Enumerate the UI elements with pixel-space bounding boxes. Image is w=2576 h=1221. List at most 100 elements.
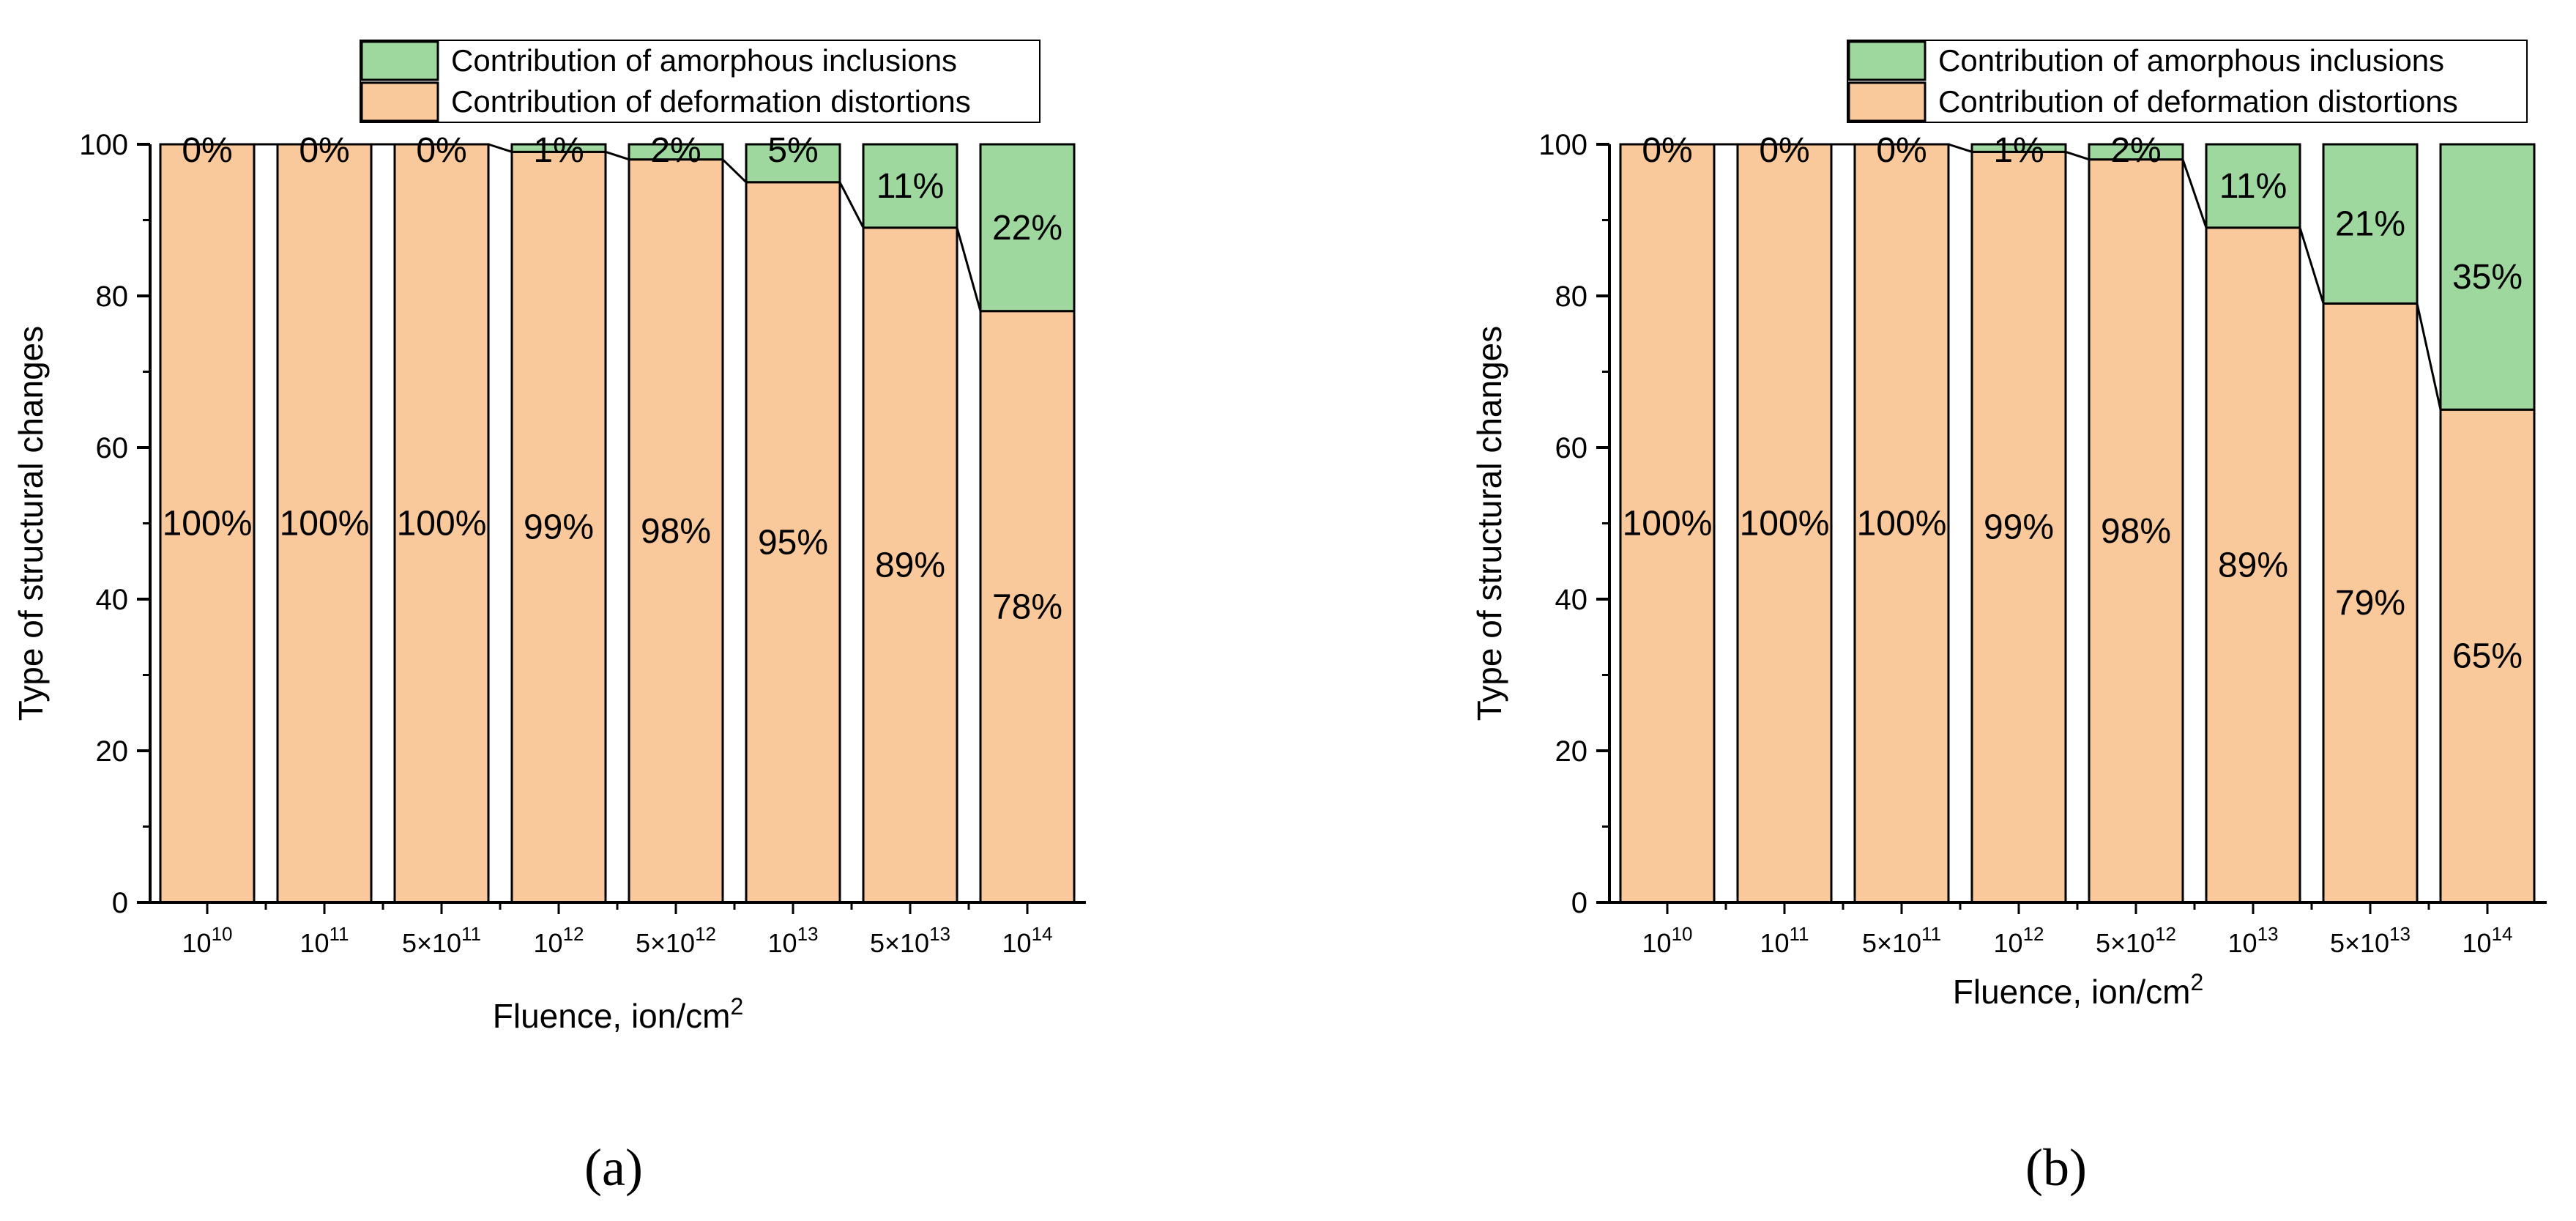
x-axis-title-superscript: 2 (730, 993, 743, 1020)
bar-amorphous-7 (2439, 143, 2536, 411)
bar-deformation-5 (2205, 226, 2301, 904)
bar-deformation-7 (2439, 408, 2536, 904)
bar-deformation-1 (276, 143, 373, 904)
x-tick-label-exponent: 11 (1790, 923, 1809, 945)
label-deformation-7: 65% (2452, 637, 2523, 676)
chart-panel-b: 100% 0% 100% 0% 100% 0% 99% 1% 98% 2% 89% 11% 79% 21%… (1470, 40, 2547, 1197)
y-tick-label-0: 0 (1571, 887, 1587, 919)
legend-box (360, 40, 1041, 123)
bar-deformation-3 (510, 150, 607, 904)
x-tick-label-exponent: 13 (2389, 923, 2411, 945)
y-tick-label-3: 60 (96, 432, 129, 464)
label-deformation-0: 100% (163, 505, 253, 543)
x-tick-label-7: 1014 (2463, 923, 2513, 958)
x-tick-label-2: 5×1011 (402, 923, 481, 958)
x-tick-label-base: 10 (1994, 928, 2023, 958)
label-deformation-1: 100% (1740, 505, 1830, 543)
legend-swatch-deformation (1847, 81, 1927, 122)
x-axis-title: Fluence, ion/cm2 (493, 993, 744, 1035)
x-tick-label-base: 10 (1642, 928, 1672, 958)
connector-line-2 (1948, 143, 1973, 153)
bar-deformation-6 (862, 226, 958, 904)
x-tick-label-exponent: 14 (2492, 923, 2513, 945)
x-tick-label-3: 1012 (1994, 923, 2044, 958)
bar-amorphous-6 (862, 143, 958, 229)
x-tick-label-exponent: 13 (797, 923, 819, 945)
x-tick-label-base: 10 (2463, 928, 2492, 958)
bar-deformation-2 (1853, 143, 1950, 904)
x-tick-label-exponent: 10 (1672, 923, 1693, 945)
label-deformation-5: 89% (2218, 546, 2288, 584)
y-tick-label-4: 80 (96, 281, 129, 313)
x-tick-label-exponent: 11 (330, 923, 349, 945)
connector-line-3 (605, 150, 630, 161)
x-tick-label-exponent: 10 (212, 923, 233, 945)
label-amorphous-7: 22% (992, 209, 1062, 248)
connector-line-5 (838, 182, 865, 229)
label-amorphous-6: 21% (2335, 205, 2405, 244)
bar-amorphous-3 (510, 143, 607, 153)
label-amorphous-5: 5% (767, 131, 818, 170)
bar-deformation-0 (1619, 143, 1716, 904)
label-deformation-6: 89% (875, 546, 945, 584)
y-axis-title: Type of structural changes (1470, 326, 1508, 721)
label-deformation-1: 100% (280, 505, 370, 543)
label-amorphous-5: 11% (2219, 167, 2287, 206)
chart-panel-a: 100% 0% 100% 0% 100% 0% 99% 1% 98% 2% 95% 5% 89% 11% 7… (12, 40, 1086, 1197)
x-tick-label-base: 5×10 (636, 928, 695, 958)
label-amorphous-0: 0% (1642, 131, 1692, 170)
x-tick-label-base: 10 (534, 928, 563, 958)
connector-line-4 (2181, 159, 2208, 229)
label-amorphous-1: 0% (1759, 131, 1809, 170)
x-tick-label-5: 1013 (2228, 923, 2279, 958)
label-deformation-5: 95% (758, 523, 828, 562)
connector-line-4 (721, 158, 748, 183)
label-amorphous-6: 11% (876, 167, 945, 206)
label-amorphous-3: 1% (533, 131, 584, 170)
label-amorphous-3: 1% (1993, 131, 2044, 170)
x-tick-label-base: 10 (1760, 928, 1789, 958)
x-tick-label-exponent: 12 (695, 923, 716, 945)
x-axis-title-text: Fluence, ion/cm (1953, 973, 2191, 1011)
label-deformation-4: 98% (2101, 512, 2171, 551)
y-tick-label-4: 80 (1555, 281, 1588, 313)
bar-amorphous-3 (1970, 143, 2067, 153)
x-axis-title-text: Fluence, ion/cm (493, 997, 731, 1035)
x-axis-title: Fluence, ion/cm2 (1953, 969, 2204, 1011)
connector-line-3 (2065, 150, 2090, 161)
x-tick-label-6: 5×1013 (870, 923, 950, 958)
connector-line-5 (2298, 227, 2325, 304)
y-tick-label-1: 20 (96, 735, 129, 768)
label-amorphous-2: 0% (416, 131, 466, 170)
x-tick-label-2: 5×1011 (1862, 923, 1941, 958)
bar-amorphous-4 (628, 143, 724, 161)
x-tick-label-base: 10 (768, 928, 797, 958)
bar-amorphous-5 (745, 143, 841, 184)
x-tick-label-1: 1011 (1760, 923, 1809, 958)
x-axis-title-superscript: 2 (2190, 969, 2203, 995)
label-amorphous-4: 2% (2110, 131, 2161, 170)
x-tick-label-base: 10 (2228, 928, 2257, 958)
x-tick-label-0: 1010 (1642, 923, 1693, 958)
x-tick-label-base: 10 (182, 928, 212, 958)
x-tick-label-exponent: 13 (929, 923, 950, 945)
legend-label-amorphous: Contribution of amorphous inclusions (1938, 43, 2444, 78)
x-tick-label-4: 5×1012 (2096, 923, 2176, 958)
label-deformation-7: 78% (992, 587, 1062, 626)
label-deformation-2: 100% (397, 505, 487, 543)
x-tick-label-base: 5×10 (2330, 928, 2389, 958)
label-deformation-2: 100% (1857, 505, 1947, 543)
label-deformation-0: 100% (1623, 505, 1713, 543)
x-tick-label-exponent: 14 (1032, 923, 1053, 945)
connector-line-6 (956, 227, 982, 312)
x-tick-label-exponent: 11 (1921, 923, 1941, 945)
label-deformation-6: 79% (2335, 584, 2405, 623)
legend-label-deformation: Contribution of deformation distortions (451, 84, 971, 119)
legend-label-amorphous: Contribution of amorphous inclusions (451, 43, 957, 78)
legend-label-deformation: Contribution of deformation distortions (1938, 84, 2458, 119)
x-tick-label-exponent: 12 (563, 923, 584, 945)
x-tick-label-exponent: 12 (2023, 923, 2044, 945)
x-tick-label-base: 5×10 (402, 928, 461, 958)
x-tick-label-base: 5×10 (1862, 928, 1921, 958)
x-tick-label-base: 5×10 (2096, 928, 2155, 958)
